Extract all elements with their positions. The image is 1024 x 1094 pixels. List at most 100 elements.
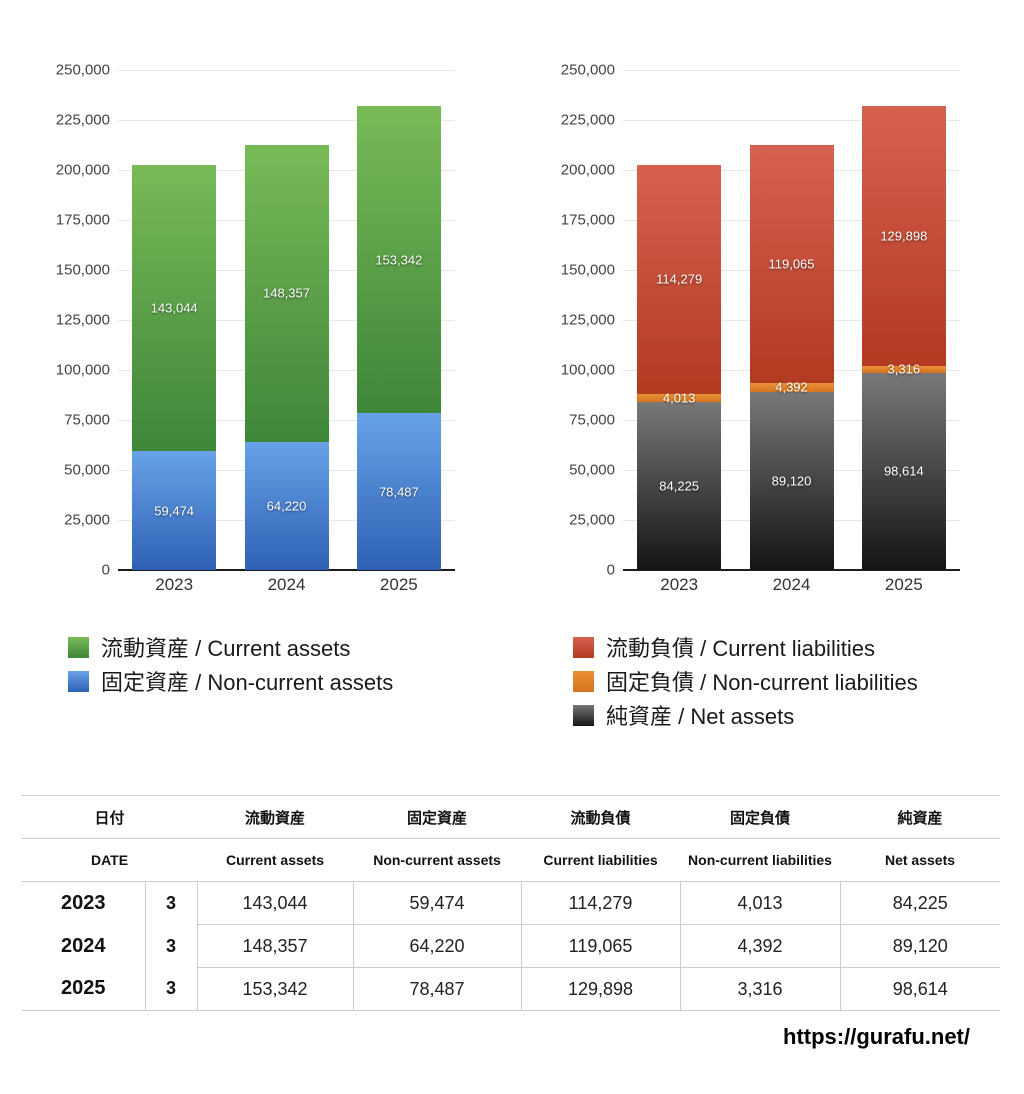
x-axis-label: 2024 — [267, 575, 306, 594]
bar-segment — [749, 144, 834, 383]
y-axis-tick-label: 250,000 — [560, 61, 615, 79]
x-axis-label: 2024 — [772, 575, 811, 594]
table-cell-month: 3 — [145, 881, 198, 925]
bar-segment — [637, 164, 722, 394]
bar-segment — [356, 413, 441, 570]
table-cell-value: 153,342 — [197, 967, 354, 1011]
table-header-noncurrent-liabilities-en: Non-current liabilities — [680, 838, 841, 882]
table-body: 2023 3 143,044 59,474 114,279 4,013 84,225 2024… — [22, 881, 1001, 1011]
table-cell-value: 4,392 — [680, 924, 841, 968]
table-row: 2025 3 153,342 78,487 129,898 3,316 98,614 — [22, 967, 1001, 1011]
bar-value-label: 114,279 — [656, 271, 703, 287]
table-header-noncurrent-assets-en: Non-current assets — [353, 838, 522, 882]
y-axis-tick-label: 175,000 — [55, 211, 110, 229]
bar-value-label: 119,065 — [768, 256, 815, 272]
table-cell-value: 4,013 — [680, 881, 841, 925]
table-header-net-assets-jp: 純資産 — [840, 795, 1001, 839]
legend-label: 固定資産 / Non-current assets — [101, 670, 394, 695]
table-row: 2023 3 143,044 59,474 114,279 4,013 84,225 — [22, 881, 1001, 925]
bar-segment — [132, 451, 217, 570]
assets-x-axis: 2023 2024 2025 — [118, 570, 455, 598]
legend-label: 固定負債 / Non-current liabilities — [606, 670, 918, 695]
table-cell-value: 148,357 — [197, 924, 354, 968]
table-cell-value: 59,474 — [353, 881, 522, 925]
table-cell-year: 2024 — [22, 924, 146, 968]
y-axis-tick-label: 225,000 — [55, 111, 110, 129]
y-axis-tick-label: 250,000 — [55, 61, 110, 79]
bar-value-label: 143,044 — [150, 300, 198, 316]
bar-segment — [861, 366, 946, 373]
bar-value-label: 153,342 — [375, 252, 423, 268]
legend-item: 固定資産 / Non-current assets — [68, 665, 455, 697]
legend-label: 純資産 / Net assets — [606, 704, 795, 729]
bar-value-label: 3,316 — [887, 361, 921, 377]
bar-value-label: 84,225 — [659, 478, 700, 494]
table-cell-year: 2023 — [22, 881, 146, 925]
y-axis-tick-label: 225,000 — [560, 111, 615, 129]
table-cell-value: 89,120 — [840, 924, 1001, 968]
bar-segment — [356, 106, 441, 414]
y-axis-tick-label: 125,000 — [55, 311, 110, 329]
legend-item: 流動負債 / Current liabilities — [573, 631, 960, 663]
legend-item: 純資産 / Net assets — [573, 699, 960, 731]
table-cell-value: 64,220 — [353, 924, 522, 968]
gridline — [623, 120, 960, 121]
bar-value-label: 129,898 — [880, 228, 928, 244]
liabilities-plot: 84,225 4,013 114,279 89,120 4,392 119,065 98,6… — [623, 70, 960, 571]
legend-label: 流動資産 / Current assets — [101, 636, 351, 661]
legend-label: 流動負債 / Current liabilities — [606, 636, 875, 661]
assets-stacked-bar-chart: 0 25,000 50,000 75,000 100,000 125,000 150,000… — [56, 62, 455, 731]
x-axis-label: 2025 — [379, 575, 418, 594]
bar-value-label: 64,220 — [266, 498, 307, 514]
table-header-current-assets-jp: 流動資産 — [197, 795, 354, 839]
y-axis-tick-label: 25,000 — [64, 511, 110, 529]
bar-segment — [861, 372, 946, 570]
y-axis-tick-label: 100,000 — [560, 361, 615, 379]
x-axis-label: 2025 — [884, 575, 923, 594]
table-header-net-assets-en: Net assets — [840, 838, 1001, 882]
x-axis-label: 2023 — [660, 575, 699, 594]
table-cell-value: 143,044 — [197, 881, 354, 925]
y-axis-tick-label: 200,000 — [560, 161, 615, 179]
bar-value-label: 4,392 — [775, 379, 808, 395]
table-cell-month: 3 — [145, 967, 198, 1011]
y-axis-tick-label: 100,000 — [55, 361, 110, 379]
legend-item: 固定負債 / Non-current liabilities — [573, 665, 960, 697]
y-axis-tick-label: 25,000 — [569, 511, 615, 529]
x-axis-label: 2023 — [155, 575, 194, 594]
bar-value-label: 78,487 — [378, 484, 419, 499]
table-header-date-en: DATE — [22, 838, 198, 882]
bar-segment — [861, 106, 946, 367]
bar-value-label: 89,120 — [771, 473, 812, 489]
bar-value-label: 148,357 — [263, 285, 310, 301]
gridline — [118, 120, 455, 121]
bar-value-label: 98,614 — [883, 463, 924, 479]
table-cell-value: 3,316 — [680, 967, 841, 1011]
y-axis-tick-label: 75,000 — [569, 411, 615, 429]
x-axis-line — [623, 569, 960, 571]
liabilities-x-axis: 2023 2024 2025 — [623, 570, 960, 598]
y-axis-tick-label: 50,000 — [64, 461, 110, 479]
table-header-noncurrent-liabilities-jp: 固定負債 — [680, 795, 841, 839]
table-header-current-liabilities-jp: 流動負債 — [521, 795, 681, 839]
bar-segment — [749, 391, 834, 570]
table-cell-value: 98,614 — [840, 967, 1001, 1011]
bar-segment — [132, 164, 217, 452]
liabilities-legend: 流動負債 / Current liabilities 固定負債 / Non-cur… — [573, 631, 960, 731]
table-row: 2024 3 148,357 64,220 119,065 4,392 89,120 — [22, 924, 1001, 968]
table-header-current-assets-en: Current assets — [197, 838, 354, 882]
bar-segment — [244, 144, 329, 442]
bar-value-label: 59,474 — [154, 503, 195, 519]
liabilities-y-axis: 0 25,000 50,000 75,000 100,000 125,000 150,000… — [561, 62, 623, 579]
table-header-current-liabilities-en: Current liabilities — [521, 838, 681, 882]
table-cell-year: 2025 — [22, 967, 146, 1011]
bar-value-label: 4,013 — [662, 390, 696, 406]
legend-swatch — [68, 670, 89, 692]
charts-row: 0 25,000 50,000 75,000 100,000 125,000 150,000… — [0, 62, 1024, 731]
y-axis-tick-label: 75,000 — [64, 411, 110, 429]
x-axis-line — [118, 569, 455, 571]
assets-plot: 59,474 143,044 64,220 148,357 78,487 153,342 — [118, 70, 455, 571]
table-header-noncurrent-assets-jp: 固定資産 — [353, 795, 522, 839]
gridline — [118, 70, 455, 71]
legend-item: 流動資産 / Current assets — [68, 631, 455, 663]
